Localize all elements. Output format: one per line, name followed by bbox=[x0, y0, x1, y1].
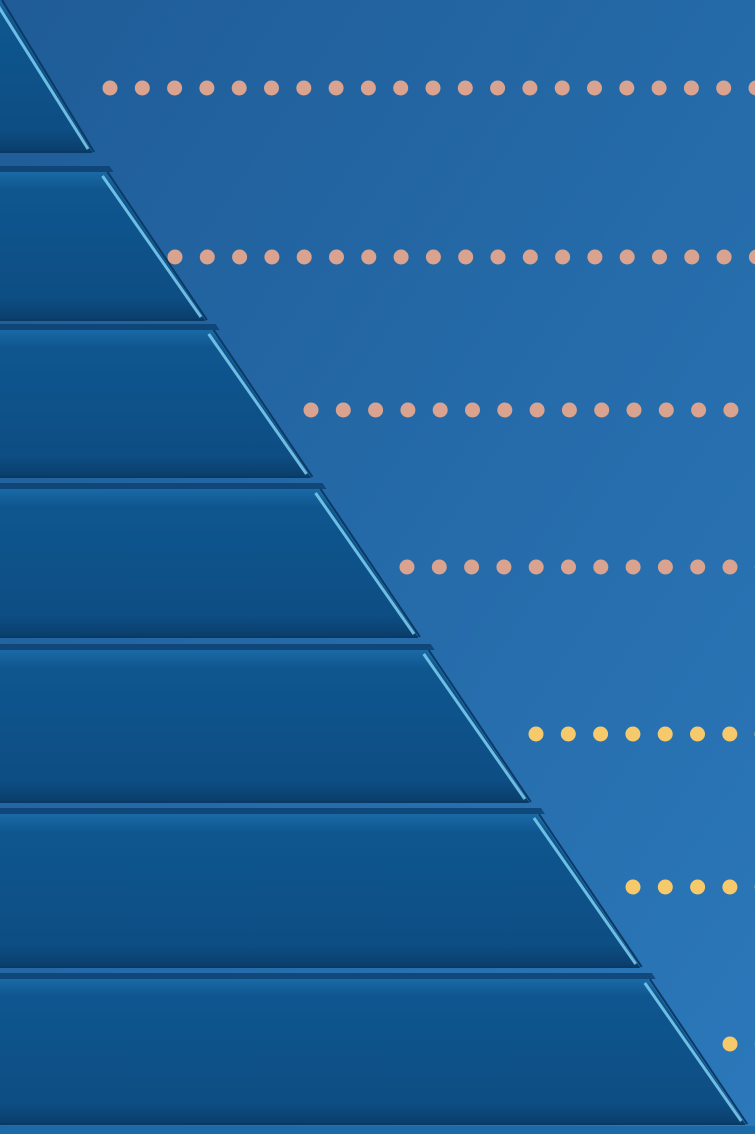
dot bbox=[555, 250, 570, 265]
dot bbox=[336, 403, 351, 418]
dot bbox=[619, 81, 634, 96]
dot bbox=[652, 81, 667, 96]
step-shadow bbox=[0, 808, 545, 814]
dot bbox=[432, 560, 447, 575]
dot bbox=[232, 250, 247, 265]
dot bbox=[200, 250, 215, 265]
dot bbox=[458, 81, 473, 96]
pyramid-step bbox=[0, 814, 640, 967]
dot bbox=[561, 727, 576, 742]
dot bbox=[652, 250, 667, 265]
step-shadow bbox=[0, 166, 114, 172]
dot bbox=[626, 560, 641, 575]
dot bbox=[658, 727, 673, 742]
dot bbox=[167, 81, 182, 96]
pyramid-step bbox=[0, 979, 745, 1124]
dot bbox=[587, 81, 602, 96]
dot bbox=[400, 403, 415, 418]
dot bbox=[587, 250, 602, 265]
dot bbox=[723, 560, 738, 575]
dot bbox=[497, 403, 512, 418]
dot bbox=[490, 81, 505, 96]
base-strip bbox=[0, 1126, 755, 1134]
dot bbox=[625, 727, 640, 742]
dot bbox=[304, 403, 319, 418]
dot bbox=[496, 560, 511, 575]
dot bbox=[361, 81, 376, 96]
dot bbox=[296, 81, 311, 96]
dot bbox=[433, 403, 448, 418]
step-shadow bbox=[0, 973, 656, 979]
dot bbox=[529, 727, 544, 742]
dot bbox=[717, 250, 732, 265]
dot bbox=[329, 250, 344, 265]
page: (() => { const svg = document.getElement… bbox=[0, 0, 755, 1134]
dot bbox=[168, 250, 183, 265]
dot bbox=[626, 880, 641, 895]
dot bbox=[593, 560, 608, 575]
dot bbox=[690, 560, 705, 575]
dot bbox=[458, 250, 473, 265]
dot bbox=[426, 250, 441, 265]
step-shadow bbox=[0, 644, 435, 650]
step-shadow bbox=[0, 483, 327, 489]
dot bbox=[199, 81, 214, 96]
dot bbox=[368, 403, 383, 418]
dot bbox=[465, 403, 480, 418]
dot bbox=[297, 250, 312, 265]
dot bbox=[722, 880, 737, 895]
dot bbox=[593, 727, 608, 742]
dot bbox=[529, 560, 544, 575]
step-shadow bbox=[0, 324, 220, 330]
dot bbox=[393, 81, 408, 96]
dot bbox=[394, 250, 409, 265]
dot bbox=[684, 81, 699, 96]
dot bbox=[723, 1037, 738, 1052]
dot bbox=[264, 81, 279, 96]
dot bbox=[723, 403, 738, 418]
dot bbox=[103, 81, 118, 96]
dot bbox=[555, 81, 570, 96]
dot bbox=[690, 727, 705, 742]
dot bbox=[491, 250, 506, 265]
dot bbox=[716, 81, 731, 96]
dot bbox=[594, 403, 609, 418]
dot bbox=[464, 560, 479, 575]
dot bbox=[722, 727, 737, 742]
dot bbox=[400, 560, 415, 575]
dot bbox=[561, 560, 576, 575]
dot bbox=[659, 403, 674, 418]
dot bbox=[361, 250, 376, 265]
dot bbox=[627, 403, 642, 418]
dot bbox=[264, 250, 279, 265]
dot bbox=[658, 560, 673, 575]
dot bbox=[426, 81, 441, 96]
dot bbox=[684, 250, 699, 265]
dot bbox=[620, 250, 635, 265]
dot bbox=[658, 880, 673, 895]
pyramid-graphic bbox=[0, 0, 755, 1134]
dot bbox=[530, 403, 545, 418]
dot bbox=[232, 81, 247, 96]
dot bbox=[562, 403, 577, 418]
dot bbox=[523, 250, 538, 265]
dot bbox=[135, 81, 150, 96]
dot bbox=[690, 880, 705, 895]
dot bbox=[329, 81, 344, 96]
dot bbox=[522, 81, 537, 96]
dot bbox=[691, 403, 706, 418]
